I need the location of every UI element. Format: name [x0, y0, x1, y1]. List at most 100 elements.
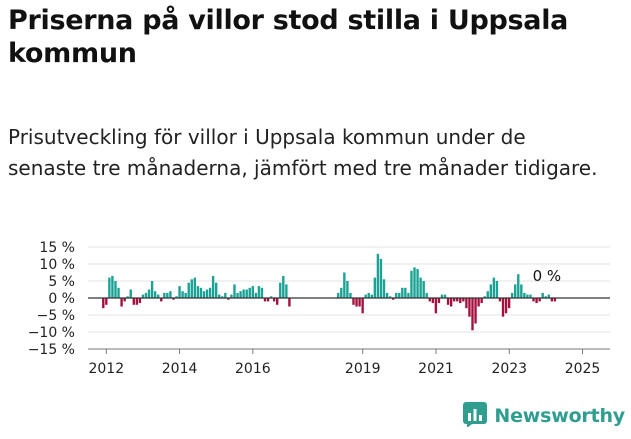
bar: [257, 286, 261, 298]
bar: [544, 296, 547, 298]
bar: [172, 298, 175, 300]
bar: [248, 287, 251, 298]
bar: [504, 298, 508, 314]
bar: [190, 279, 193, 298]
bar: [117, 287, 120, 298]
bar: [489, 284, 492, 298]
bar: [407, 292, 410, 298]
bar: [480, 298, 483, 304]
y-tick-label: 5 %: [48, 274, 75, 290]
chart-subtitle: Prisutveckling för villor i Uppsala komm…: [8, 125, 598, 180]
bar: [340, 287, 343, 298]
x-tick-label: 2023: [491, 361, 527, 377]
bar: [495, 281, 499, 298]
bar: [288, 298, 291, 307]
bar: [398, 292, 401, 298]
bar: [282, 275, 285, 298]
bar: [349, 292, 352, 298]
bar: [370, 294, 373, 298]
bar: [413, 267, 416, 298]
chart-title: Priserna på villor stod stilla i Uppsala…: [8, 5, 569, 69]
bar: [202, 291, 206, 298]
bar: [376, 253, 380, 298]
bar: [553, 298, 557, 302]
newsworthy-brand: Newsworthy: [462, 401, 625, 431]
bar: [236, 292, 239, 298]
bar: [358, 298, 361, 307]
y-tick-label: −10 %: [28, 325, 75, 341]
bar: [385, 292, 389, 298]
bar: [373, 277, 377, 298]
x-tick-label: 2019: [345, 361, 381, 377]
bar: [355, 298, 358, 307]
bar: [410, 270, 413, 298]
bar: [529, 294, 532, 298]
bar: [523, 292, 526, 298]
bar: [163, 292, 166, 298]
bar: [178, 286, 181, 298]
bar: [465, 298, 468, 309]
bar: [108, 277, 111, 298]
y-tick-label: 0 %: [48, 291, 75, 307]
bar: [114, 281, 117, 298]
bar: [367, 292, 370, 298]
bar: [474, 298, 477, 324]
bar: [428, 298, 431, 302]
bar: [150, 281, 154, 298]
bar: [111, 275, 114, 298]
bar: [227, 298, 230, 300]
bar: [263, 298, 267, 302]
bar: [526, 294, 529, 298]
bar: [175, 296, 178, 298]
bar: [211, 275, 215, 298]
bar: [105, 298, 108, 305]
bar: [510, 292, 514, 298]
bar: [520, 284, 523, 298]
bar: [364, 294, 367, 298]
last-value-label: 0 %: [533, 267, 562, 285]
x-tick-label: 2025: [565, 361, 601, 377]
bar: [550, 298, 554, 302]
bar: [388, 296, 392, 298]
bar-series: [88, 253, 610, 331]
bar: [449, 298, 453, 307]
y-tick-label: 10 %: [39, 257, 75, 273]
bar: [126, 296, 129, 298]
brand-name: Newsworthy: [494, 405, 625, 427]
bar: [187, 282, 190, 298]
bar-chart: −15 %−10 %−5 %0 %5 %10 %15 % 2012 2014 201…: [28, 240, 610, 377]
bar: [132, 298, 135, 305]
bar: [123, 298, 126, 302]
bar: [517, 274, 520, 298]
bar: [492, 277, 496, 298]
bar: [452, 298, 456, 302]
bar: [382, 279, 386, 298]
bar: [272, 298, 276, 302]
bar: [135, 298, 139, 305]
bar: [541, 292, 544, 298]
x-tick-label: 2014: [162, 361, 198, 377]
bar: [401, 287, 404, 298]
bar: [425, 292, 428, 298]
y-axis: −15 %−10 %−5 %0 %5 %10 %15 %: [28, 240, 75, 358]
bar: [141, 294, 145, 298]
y-tick-label: 15 %: [39, 240, 75, 256]
bar: [462, 298, 465, 302]
bar: [395, 292, 398, 298]
bar: [208, 287, 212, 298]
bar: [477, 298, 480, 307]
x-axis: 2012 2014 2016 2019 2021 2023 2025: [88, 348, 610, 377]
bar: [276, 298, 279, 305]
bar: [102, 298, 105, 309]
bar: [193, 277, 197, 298]
x-tick-label: 2012: [88, 361, 124, 377]
bar: [285, 284, 288, 298]
bar: [422, 281, 425, 298]
bar: [147, 289, 151, 298]
bar: [361, 298, 364, 314]
bar: [498, 298, 502, 302]
bar: [214, 282, 218, 298]
bar: [346, 281, 349, 298]
bar: [153, 291, 157, 298]
bar: [443, 294, 447, 298]
